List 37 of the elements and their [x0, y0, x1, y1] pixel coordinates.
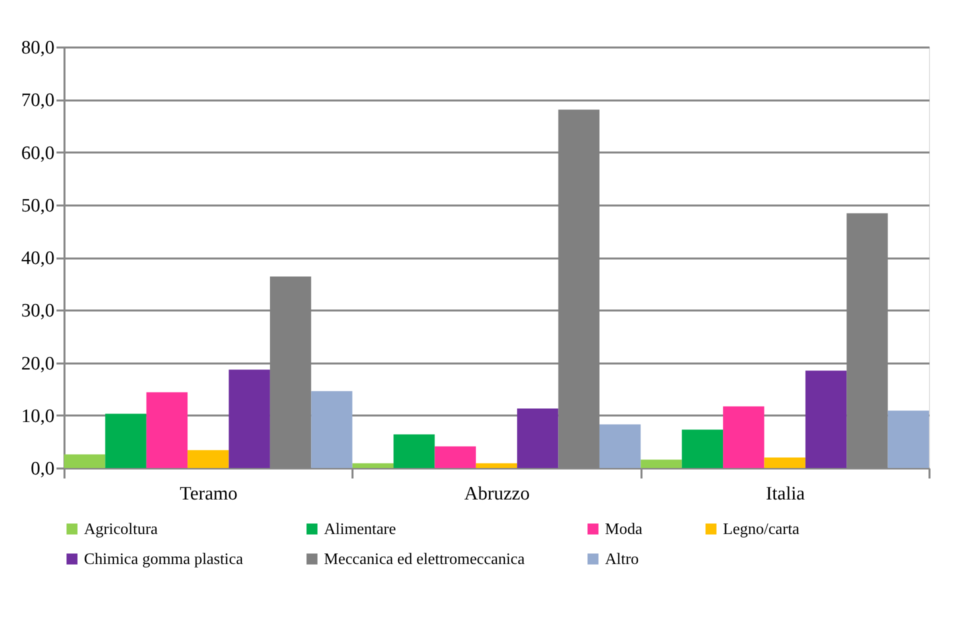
bar: [640, 460, 682, 468]
bar: [311, 391, 352, 468]
bar: [764, 457, 806, 468]
bar: [105, 414, 146, 468]
bar: [599, 424, 641, 468]
y-tick-label: 10,0: [21, 406, 54, 427]
bar: [188, 450, 229, 468]
legend-label: Meccanica ed elettromeccanica: [324, 551, 525, 568]
bar: [64, 454, 106, 468]
bar: [434, 446, 476, 468]
bar: [517, 408, 558, 468]
legend-label: Agricoltura: [84, 521, 158, 538]
bar: [146, 392, 188, 468]
legend-label: Legno/carta: [723, 521, 800, 538]
y-tick-label: 50,0: [21, 195, 54, 216]
y-tick-label: 60,0: [21, 142, 54, 164]
bar: [228, 370, 270, 468]
y-tick-label: 40,0: [21, 248, 54, 269]
y-tick-label: 70,0: [21, 90, 54, 112]
legend-label: Moda: [605, 521, 642, 538]
legend-label: Chimica gomma plastica: [84, 551, 244, 568]
y-tick-label: 20,0: [21, 353, 54, 374]
bar: [394, 434, 435, 468]
y-tick-label: 80,0: [21, 38, 54, 58]
bar: [352, 463, 394, 468]
x-tick-label: Abruzzo: [464, 484, 530, 504]
legend-label: Altro: [605, 551, 639, 568]
y-tick-label: 30,0: [21, 300, 54, 322]
x-tick-label: Teramo: [180, 484, 238, 504]
legend-label: Alimentare: [324, 521, 396, 538]
y-tick-label: 0,0: [30, 458, 54, 480]
bar: [723, 406, 764, 468]
bar: [805, 370, 847, 468]
bar: [682, 430, 724, 468]
bar: [888, 410, 929, 468]
bar: [476, 463, 518, 468]
x-tick-label: Italia: [766, 484, 806, 504]
